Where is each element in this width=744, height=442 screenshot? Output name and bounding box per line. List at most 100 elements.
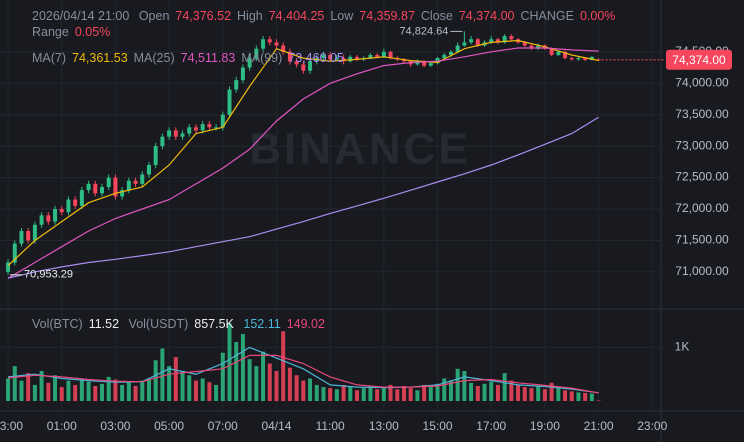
volume-bar: [341, 384, 346, 401]
y-tick-label: 71,500.00: [675, 233, 729, 247]
candle-body: [455, 45, 460, 52]
candle-body: [261, 39, 266, 49]
volume-bar: [529, 388, 534, 401]
volume-bar: [281, 331, 286, 401]
candle-body: [93, 183, 98, 194]
volume-bar: [301, 380, 306, 401]
volume-bar: [395, 389, 400, 401]
volume-bar: [73, 384, 78, 401]
candle-body: [368, 54, 373, 59]
candle-body: [388, 51, 393, 59]
candle-body: [509, 36, 514, 40]
volume-bar: [193, 380, 198, 401]
candle-body: [267, 39, 272, 43]
y-tick-label: 71,000.00: [675, 264, 729, 278]
ma-value: 74,511.83: [180, 51, 236, 65]
header-value: 74,359.87: [359, 9, 415, 23]
ma-line: [7, 39, 599, 267]
header-value: 74,374.00: [458, 9, 515, 23]
header-label: High: [237, 9, 263, 23]
ma-legend: MA(7) 74,361.53 MA(25) 74,511.83 MA(99) 73,46…: [32, 51, 350, 65]
vol2-value: 857.5K: [194, 317, 234, 331]
ma-line: [8, 354, 599, 394]
candle-body: [348, 56, 353, 62]
volume-bar: [408, 388, 413, 401]
volume-bar: [495, 384, 500, 401]
candle-body: [428, 63, 433, 66]
candle-body: [489, 39, 494, 43]
volume-bar: [274, 370, 279, 401]
volume-bar: [133, 385, 138, 401]
volume-bar: [247, 359, 252, 401]
watermark: BINANCE: [249, 125, 470, 174]
candle-body: [126, 180, 131, 191]
candle-body: [301, 64, 306, 71]
candle-body: [113, 177, 118, 197]
volume-bar: [516, 384, 521, 401]
volume-bar: [422, 384, 427, 401]
volume-bar: [596, 400, 601, 401]
ma-name: MA(25): [133, 51, 175, 65]
volume-bar: [294, 375, 299, 401]
volume-bar: [207, 382, 212, 401]
volume-bar: [113, 379, 118, 401]
x-tick-label: 21:00: [584, 419, 614, 433]
candle-body: [495, 39, 500, 43]
volume-bar: [381, 387, 386, 401]
ma-line: [7, 116, 599, 279]
volume-bar: [442, 378, 447, 401]
candle-body: [32, 224, 37, 241]
candle-body: [254, 48, 259, 59]
last-price-label: 74,374.00: [672, 53, 726, 67]
volume-bar: [6, 378, 11, 401]
candle-body: [308, 61, 313, 71]
volume-bar: [308, 378, 313, 401]
volume-bar: [469, 382, 474, 401]
volume-bar: [267, 363, 272, 401]
candle-body: [100, 187, 105, 194]
volume-bar: [549, 382, 554, 401]
candle-body: [355, 56, 360, 60]
volume-bar: [287, 367, 292, 401]
x-tick-label: 23:00: [637, 419, 667, 433]
candle-body: [227, 89, 232, 115]
candle-body: [120, 190, 125, 197]
volume-bar: [368, 385, 373, 401]
x-tick-label: 07:00: [208, 419, 238, 433]
candle-body: [556, 51, 561, 55]
volume-bar: [39, 370, 44, 401]
candle-body: [281, 45, 286, 52]
candle-body: [475, 39, 480, 46]
volume-bar: [435, 383, 440, 401]
volume-bar: [227, 323, 232, 401]
volume-bar: [489, 381, 494, 401]
volume-bar: [522, 387, 527, 401]
candle-body: [59, 209, 64, 213]
ma-name: MA(99): [241, 51, 283, 65]
volume-bar: [66, 380, 71, 401]
volume-bar: [448, 380, 453, 401]
volume-bar: [415, 390, 420, 401]
candle-body: [247, 58, 252, 68]
volume-bar: [59, 387, 64, 401]
x-tick-label: 01:00: [47, 419, 77, 433]
candle-body: [462, 42, 467, 46]
volume-bar: [106, 376, 111, 401]
candle-body: [140, 174, 145, 184]
candle-body: [193, 127, 198, 131]
volume-bar: [455, 368, 460, 401]
ma-value: 74,361.53: [72, 51, 128, 65]
candle-body: [522, 42, 527, 46]
ma-line: [8, 346, 599, 394]
candle-body: [200, 124, 205, 131]
candle-body: [328, 54, 333, 60]
volume-bar: [180, 370, 185, 401]
candle-body: [146, 165, 151, 175]
volume-bar: [542, 389, 547, 401]
volume-bar: [234, 342, 239, 401]
candle-body: [6, 262, 11, 272]
candle-body: [341, 58, 346, 62]
volume-bar: [261, 351, 266, 401]
candle-body: [53, 209, 58, 222]
x-tick-label: 15:00: [423, 419, 453, 433]
